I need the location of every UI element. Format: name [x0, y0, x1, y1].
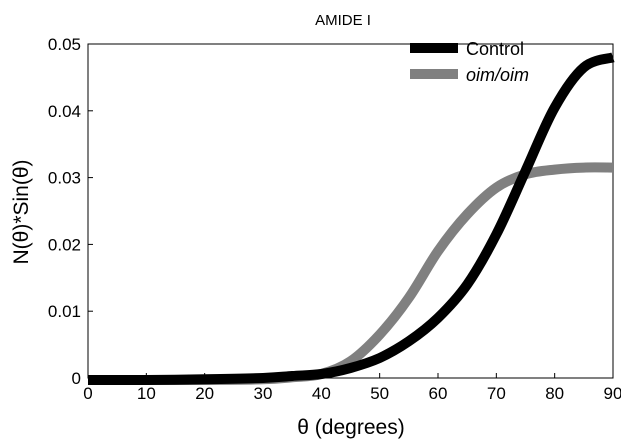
y-tick-label: 0.02	[48, 235, 81, 254]
x-tick-label: 80	[545, 384, 564, 403]
legend: Control oim/oim	[410, 39, 529, 85]
series-line-oim	[87, 162, 614, 386]
series-line-control	[87, 52, 615, 386]
x-tick-label: 90	[604, 384, 621, 403]
y-tick-label: 0.01	[48, 302, 81, 321]
x-tick-label: 20	[195, 384, 214, 403]
x-tick-label: 70	[487, 384, 506, 403]
x-tick-label: 40	[312, 384, 331, 403]
y-tick-label: 0.04	[48, 102, 81, 121]
x-tick-label: 10	[137, 384, 156, 403]
x-axis: 0 10 20 30 40 50 60 70 80 90	[83, 373, 621, 403]
y-tick-label: 0	[72, 369, 81, 388]
legend-label-oim: oim/oim	[466, 65, 529, 85]
plot-area	[87, 43, 614, 379]
y-axis-label: N(θ)*Sin(θ)	[10, 159, 33, 264]
x-tick-label: 60	[429, 384, 448, 403]
series-layer	[87, 52, 615, 386]
y-axis: 0 0.01 0.02 0.03 0.04 0.05	[48, 35, 93, 388]
y-tick-label: 0.03	[48, 169, 81, 188]
legend-label-control: Control	[466, 39, 524, 59]
x-tick-label: 30	[254, 384, 273, 403]
chart-title: AMIDE I	[315, 12, 371, 29]
y-tick-label: 0.05	[48, 35, 81, 54]
x-tick-label: 50	[370, 384, 389, 403]
x-tick-label: 0	[83, 384, 92, 403]
x-axis-label: θ (degrees)	[297, 416, 404, 439]
